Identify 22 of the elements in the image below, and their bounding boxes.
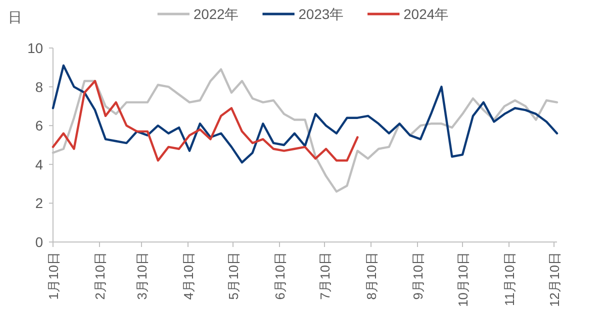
x-tick-label: 3月10日 — [134, 252, 150, 300]
x-tick-label: 9月10日 — [410, 252, 426, 300]
x-tick-label: 1月10日 — [46, 252, 61, 300]
x-tick-label: 10月10日 — [456, 252, 470, 307]
x-tick-label: 6月10日 — [272, 252, 288, 300]
x-tick-label: 5月10日 — [226, 252, 241, 300]
y-tick-label: 10 — [27, 40, 44, 56]
y-tick-label: 4 — [35, 156, 44, 172]
legend-label: 2023年 — [298, 6, 344, 22]
y-tick-label: 6 — [35, 118, 44, 134]
x-tick-label: 12月10日 — [547, 252, 562, 307]
x-tick-label: 4月10日 — [181, 252, 196, 300]
legend-label: 2024年 — [404, 6, 449, 22]
y-tick-label: 2 — [35, 195, 44, 212]
legend-label: 2022年 — [194, 6, 239, 22]
y-axis-title: 日 — [8, 9, 22, 25]
x-tick-label: 2月10日 — [92, 252, 108, 300]
y-tick-label: 8 — [35, 78, 44, 95]
y-tick-label: 0 — [35, 234, 44, 250]
x-tick-label: 11月10日 — [502, 252, 517, 306]
x-tick-label: 7月10日 — [318, 252, 332, 300]
x-tick-label: 8月10日 — [364, 252, 379, 300]
